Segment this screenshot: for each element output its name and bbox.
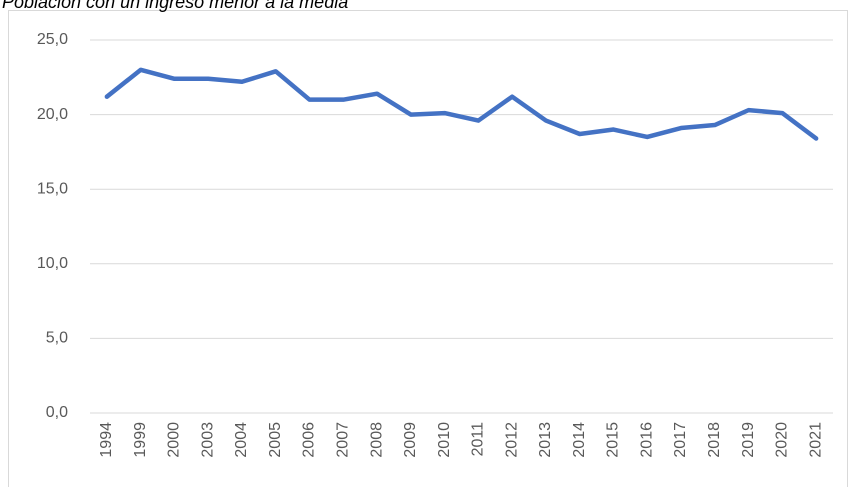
x-tick-label: 2016 — [638, 422, 655, 458]
x-tick-label: 2013 — [537, 422, 554, 458]
x-tick-label: 2010 — [436, 422, 453, 458]
x-tick-label: 2005 — [267, 422, 284, 458]
y-tick-label: 20,0 — [37, 106, 68, 123]
x-tick-label: 2012 — [503, 422, 520, 458]
x-tick-label: 2020 — [774, 422, 791, 458]
x-tick-label: 2014 — [571, 422, 588, 458]
y-tick-label: 15,0 — [37, 180, 68, 197]
y-tick-label: 0,0 — [46, 404, 68, 421]
x-tick-label: 2009 — [402, 422, 419, 458]
x-tick-label: 2000 — [166, 422, 183, 458]
x-tick-label: 1994 — [98, 422, 115, 458]
x-tick-label: 2019 — [740, 422, 757, 458]
line — [104, 67, 819, 141]
chart-title: Población con un ingreso menor a la medi… — [2, 0, 348, 12]
x-tick-label: 2015 — [605, 422, 622, 458]
x-tick-label: 2008 — [368, 422, 385, 458]
x-tick-label: 2006 — [301, 422, 318, 458]
x-tick-label: 2003 — [199, 422, 216, 458]
x-tick-label: 2018 — [706, 422, 723, 458]
x-tick-label: 2017 — [672, 422, 689, 458]
x-tick-label: 1999 — [132, 422, 149, 458]
x-tick-label: 2011 — [470, 422, 487, 457]
x-tick-label: 2021 — [807, 422, 824, 458]
y-tick-label: 5,0 — [46, 330, 68, 347]
chart-border — [8, 10, 848, 487]
y-tick-label: 10,0 — [37, 255, 68, 272]
x-tick-label: 2004 — [233, 422, 250, 458]
x-tick-label: 2007 — [335, 422, 352, 458]
y-tick-label: 25,0 — [37, 31, 68, 48]
